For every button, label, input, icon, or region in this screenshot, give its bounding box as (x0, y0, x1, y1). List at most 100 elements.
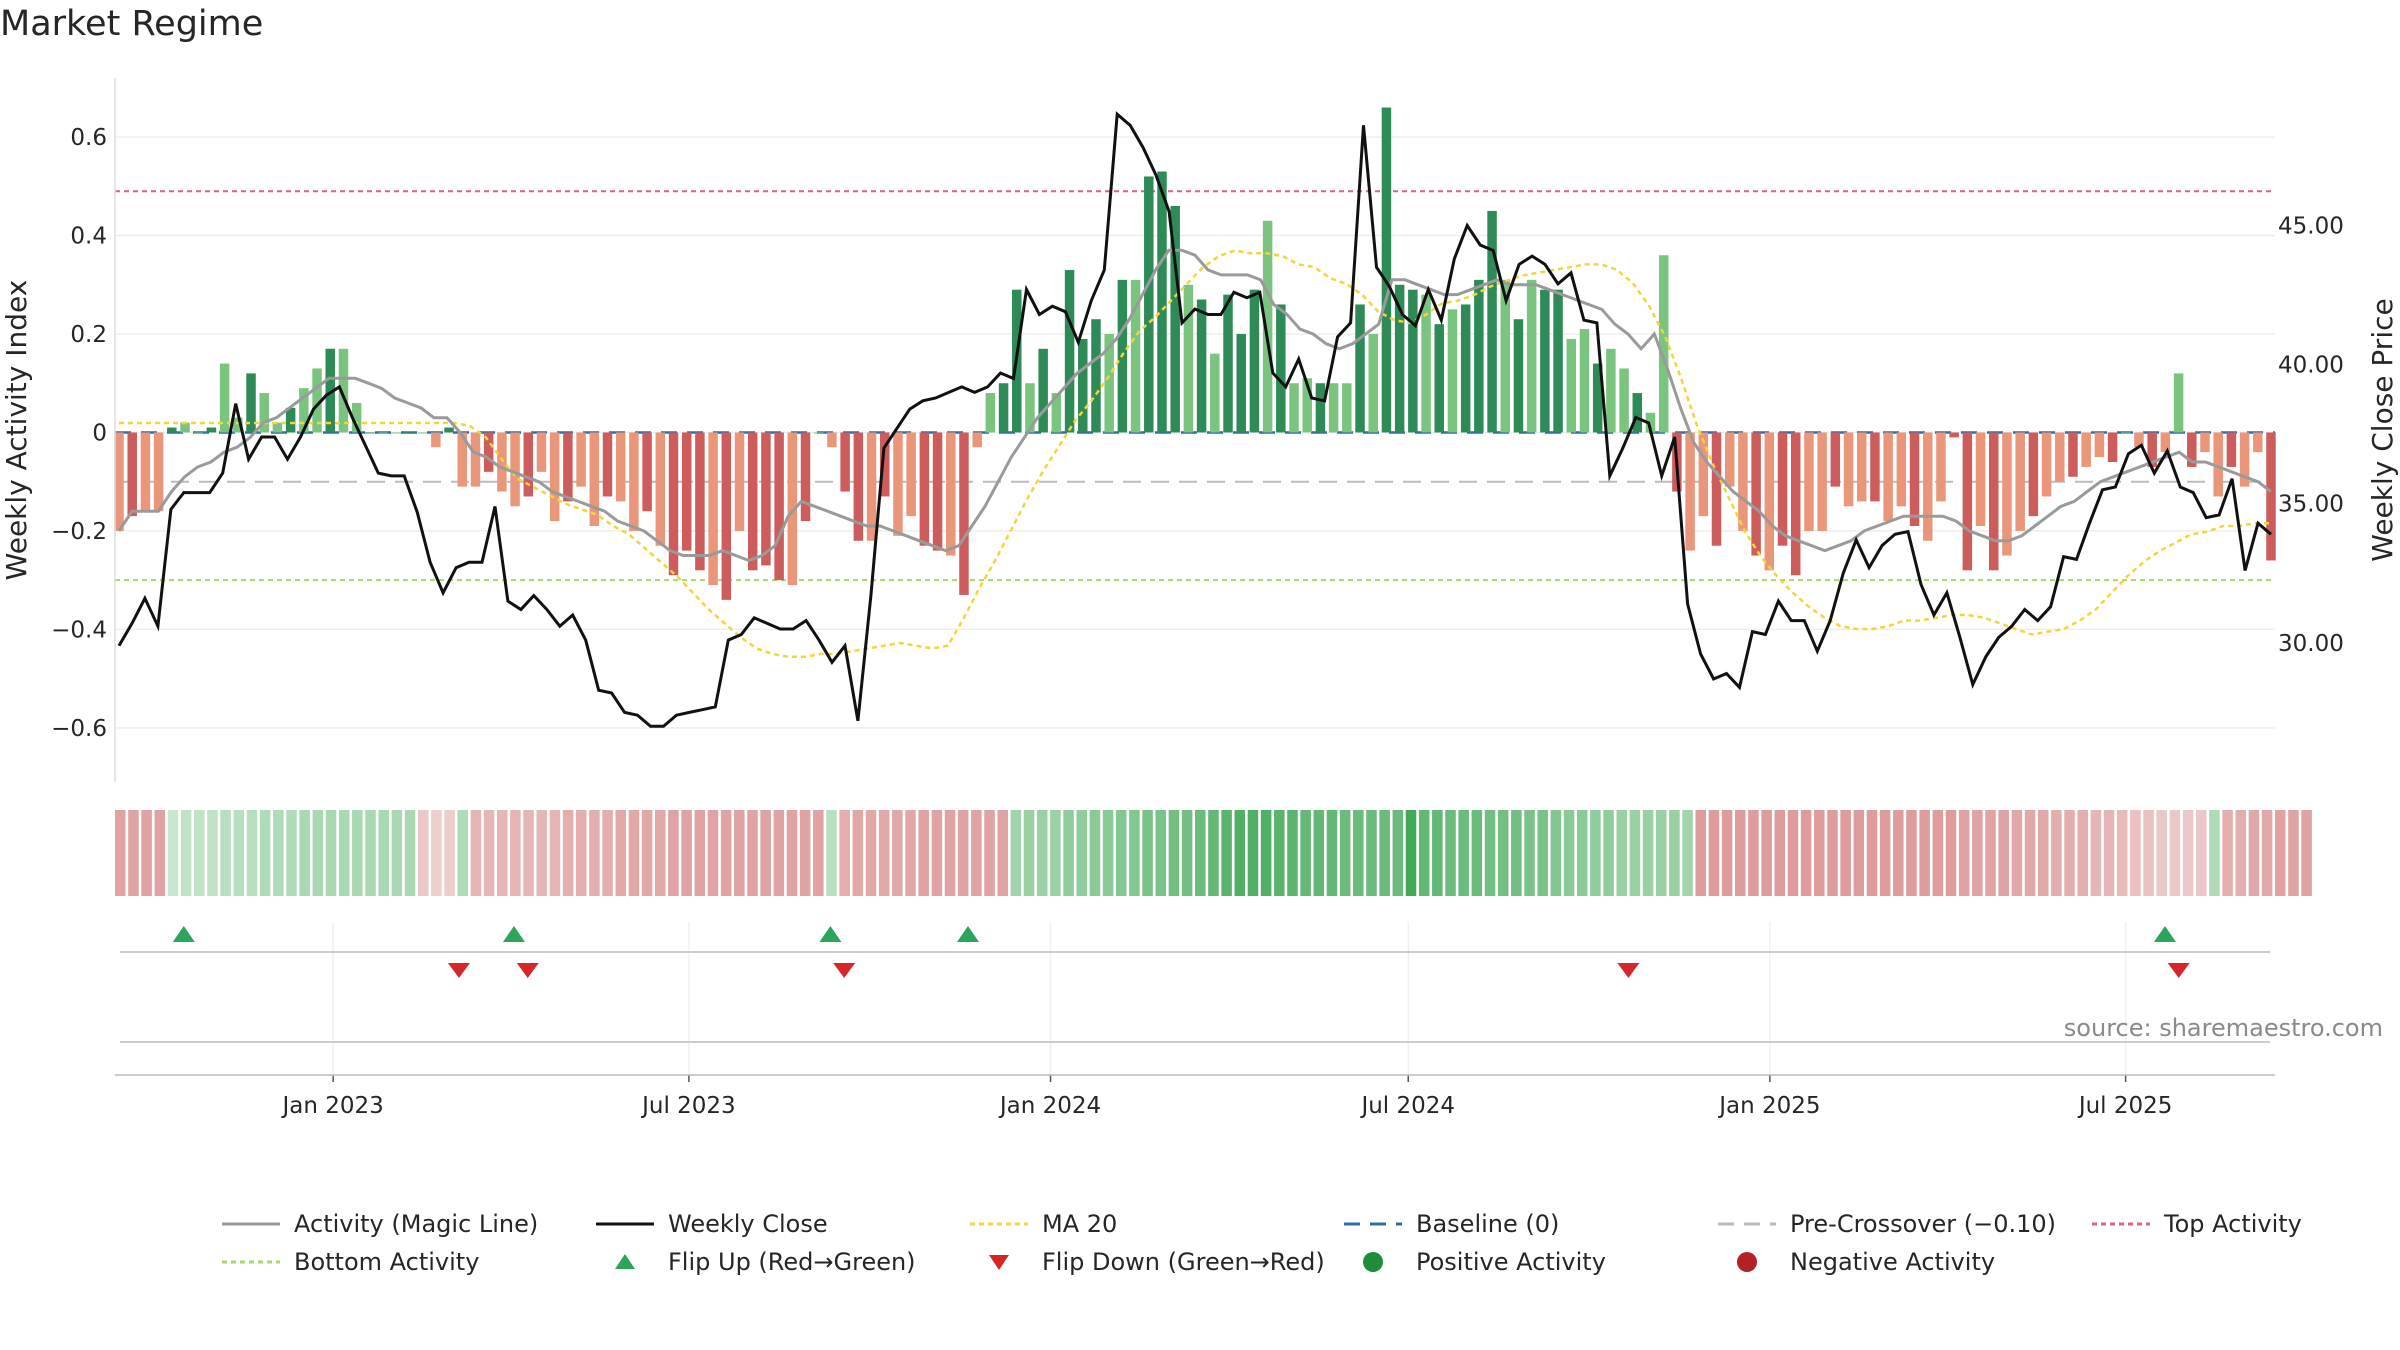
activity-bar (2147, 432, 2157, 467)
activity-bar (761, 432, 771, 566)
activity-bars (114, 107, 2276, 600)
regime-cell (1063, 810, 1074, 896)
activity-bar (800, 432, 811, 522)
legend-positive-activity: Positive Activity (1344, 1244, 1606, 1280)
regime-cell (589, 810, 600, 896)
activity-bar (893, 432, 903, 536)
regime-cell (1695, 810, 1707, 896)
regime-cell (549, 810, 561, 896)
regime-cell (2143, 810, 2154, 896)
regime-cell (575, 810, 587, 896)
activity-bar (2266, 432, 2276, 561)
regime-cell (496, 810, 508, 896)
regime-cell (299, 810, 310, 896)
regime-cell (1010, 810, 1022, 896)
regime-cell (1445, 810, 1456, 896)
regime-cell (2077, 810, 2088, 896)
activity-bar (1975, 432, 1986, 526)
activity-bar (167, 427, 177, 433)
activity-bar (2226, 432, 2237, 467)
activity-bar (1804, 432, 1814, 531)
regime-cell (1827, 810, 1838, 896)
activity-bar (655, 432, 666, 546)
activity-bar (972, 432, 982, 448)
regime-cell (1326, 810, 1338, 896)
x-tick-label: Jul 2025 (2077, 1093, 2173, 1119)
activity-bar (1949, 432, 1959, 438)
regime-cell (1102, 810, 1114, 896)
activity-bar (1051, 393, 1062, 433)
activity-bar (2239, 432, 2250, 487)
activity-bar (1592, 363, 1603, 433)
regime-cell (194, 810, 205, 896)
activity-bar (1751, 432, 1761, 556)
legend-flip-down: Flip Down (Green→Red) (970, 1244, 1325, 1280)
activity-bar (1381, 107, 1392, 433)
activity-bar (497, 432, 507, 492)
ma20-line (119, 249, 2271, 659)
legend-swatch-top-activity (2092, 1222, 2150, 1226)
activity-bar (351, 402, 362, 433)
legend-swatch-positive (1363, 1252, 1383, 1272)
regime-cell (1379, 810, 1390, 896)
activity-bar (721, 432, 732, 600)
activity-bar (840, 432, 850, 492)
regime-cell (760, 810, 771, 896)
regime-cell (1906, 810, 1917, 896)
left-axis-label: Weekly Activity Index (0, 280, 33, 581)
left-tick-label: 0.2 (70, 322, 107, 348)
regime-cell (1471, 810, 1483, 896)
regime-cell (1761, 810, 1772, 896)
activity-bar (615, 432, 626, 502)
regime-cell (444, 810, 455, 896)
regime-cell (523, 810, 534, 896)
left-tick-label: −0.4 (51, 617, 107, 643)
activity-bar (2002, 432, 2012, 556)
regime-cell (1089, 810, 1101, 896)
regime-cell (207, 810, 218, 896)
regime-cell (246, 810, 258, 896)
axes: 0.6 0.4 0.2 0 −0.2 −0.4 −0.6 45.00 40.00 35.00 30.… (51, 78, 2344, 782)
legend-label: Weekly Close (668, 1210, 828, 1238)
activity-bar (1922, 432, 1933, 541)
legend-label: Top Activity (2164, 1210, 2302, 1238)
activity-bar (2213, 432, 2223, 497)
regime-cell (1787, 810, 1799, 896)
activity-bar (391, 432, 401, 434)
legend-activity-magic-line: Activity (Magic Line) (222, 1206, 538, 1242)
regime-cell (2037, 810, 2049, 896)
activity-bar (1196, 299, 1207, 433)
regime-cell (1576, 810, 1588, 896)
regime-cell (2130, 810, 2141, 896)
activity-bar (1025, 383, 1035, 433)
activity-bar (1368, 334, 1378, 433)
activity-bar (1460, 304, 1471, 433)
activity-bar (2041, 432, 2052, 497)
regime-cell (1260, 810, 1272, 896)
regime-cell (167, 810, 179, 896)
activity-bar (2081, 432, 2091, 467)
regime-cell (1735, 810, 1746, 896)
regime-cell (720, 810, 732, 896)
activity-bar (668, 432, 679, 576)
regime-cell (1853, 810, 1865, 896)
activity-bar (589, 432, 600, 526)
activity-bar (246, 373, 256, 433)
regime-cell (997, 810, 1008, 896)
activity-bar (2187, 432, 2197, 467)
regime-cell (1287, 810, 1298, 896)
regime-cell (1708, 810, 1720, 896)
regime-cell (628, 810, 640, 896)
regime-cell (1405, 810, 1417, 896)
regime-cell (813, 810, 824, 896)
regime-cell (286, 810, 297, 896)
regime-cell (1023, 810, 1035, 896)
activity-bar (1658, 255, 1669, 433)
activity-bar (985, 393, 996, 433)
regime-cell (141, 810, 152, 896)
legend-label: Flip Up (Red→Green) (668, 1248, 916, 1276)
activity-bar (483, 432, 494, 472)
left-tick-label: 0.4 (70, 224, 107, 250)
activity-bar (2055, 432, 2065, 482)
